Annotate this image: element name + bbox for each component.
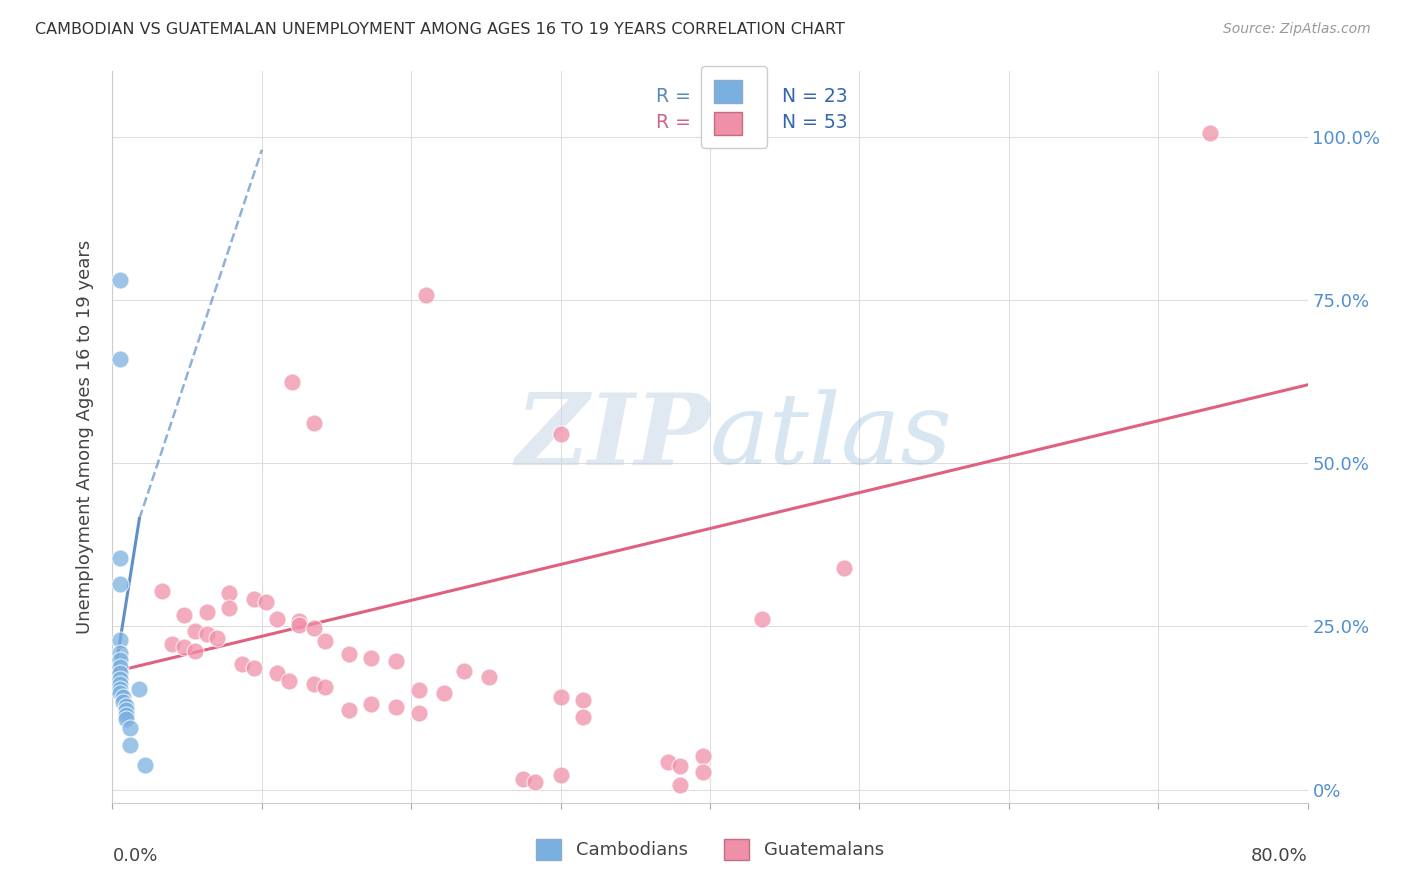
Point [266,666,288,681]
Point [108,577,131,591]
Point [183,624,205,638]
Y-axis label: Unemployment Among Ages 16 to 19 years: Unemployment Among Ages 16 to 19 years [76,240,94,634]
Point [314,680,336,694]
Text: R =  0.313: R = 0.313 [657,87,756,106]
Point [195,627,218,641]
Point [111,695,134,709]
Point [550,690,572,704]
Point [337,647,360,661]
Point [111,690,134,704]
Point [692,748,714,763]
Point [550,768,572,782]
Point [108,351,131,366]
Point [218,585,240,599]
Point [120,739,142,753]
Point [108,686,131,700]
Point [360,650,382,665]
Point [128,681,150,696]
Point [108,273,131,287]
Point [572,709,595,723]
Point [478,670,501,684]
Point [150,583,173,598]
Point [302,416,325,430]
Point [108,653,131,667]
Point [115,699,138,714]
Point [524,775,547,789]
Point [692,765,714,780]
Point [108,550,131,565]
Point [134,758,156,772]
Point [337,703,360,717]
Point [288,618,311,632]
Point [108,632,131,647]
Point [108,681,131,696]
Point [173,607,195,622]
Point [385,654,408,668]
Point [314,633,336,648]
Point [302,622,325,636]
Point [108,660,131,674]
Point [415,287,437,301]
Point [669,758,692,772]
Point [183,644,205,658]
Point [572,693,595,707]
Text: Source: ZipAtlas.com: Source: ZipAtlas.com [1223,22,1371,37]
Point [277,673,299,688]
Text: ZIP: ZIP [515,389,710,485]
Point [408,683,430,698]
Text: CAMBODIAN VS GUATEMALAN UNEMPLOYMENT AMONG AGES 16 TO 19 YEARS CORRELATION CHART: CAMBODIAN VS GUATEMALAN UNEMPLOYMENT AMO… [35,22,845,37]
Point [231,657,253,672]
Text: 0.0%: 0.0% [112,847,157,864]
Point [834,560,856,574]
Point [115,703,138,717]
Point [512,772,534,786]
Point [108,666,131,681]
Text: N = 53: N = 53 [782,113,848,132]
Point [385,699,408,714]
Point [173,640,195,655]
Text: atlas: atlas [710,390,953,484]
Point [115,712,138,726]
Point [408,706,430,721]
Point [162,637,183,651]
Point [266,612,288,626]
Point [453,664,475,678]
Point [205,632,228,646]
Text: R =  0.427: R = 0.427 [657,113,756,132]
Point [288,614,311,628]
Text: N = 23: N = 23 [782,87,848,106]
Point [243,592,266,607]
Point [108,646,131,660]
Point [243,660,266,674]
Point [218,601,240,615]
Legend: Cambodians, Guatemalans: Cambodians, Guatemalans [529,831,891,867]
Point [669,778,692,792]
Point [302,677,325,691]
Point [195,605,218,619]
Point [108,672,131,686]
Point [1199,127,1222,141]
Point [108,677,131,691]
Point [281,375,304,389]
Point [751,612,773,626]
Point [657,756,679,770]
Point [433,686,456,700]
Point [360,697,382,711]
Point [115,707,138,722]
Point [550,426,572,441]
Point [120,721,142,735]
Point [254,595,277,609]
Text: 80.0%: 80.0% [1251,847,1308,864]
